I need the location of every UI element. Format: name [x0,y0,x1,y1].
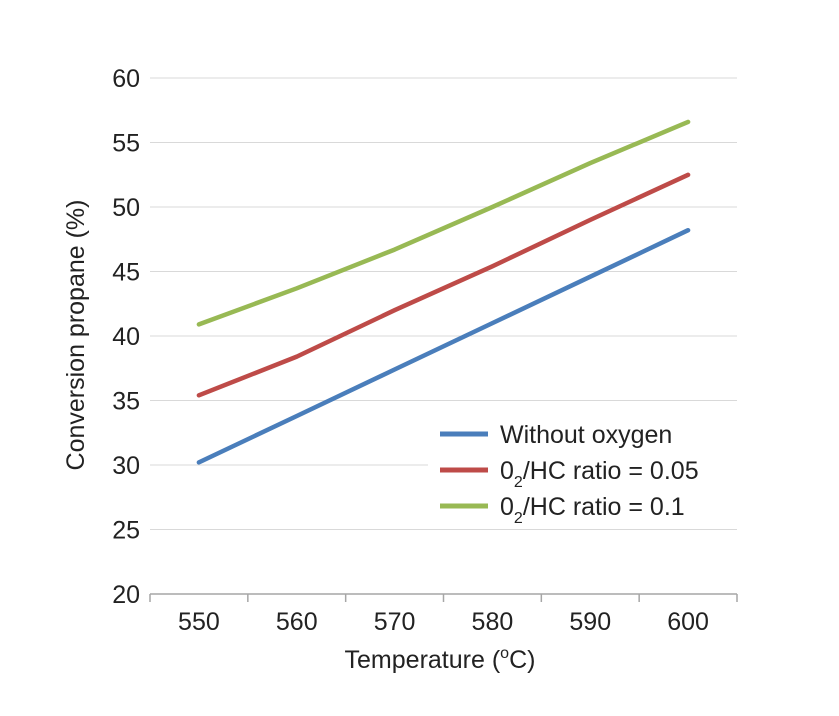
y-tick-label-45: 45 [112,259,140,287]
x-tick-labels: 550 560 570 580 590 600 [178,608,709,636]
series-lines [196,119,691,465]
y-tick-label-20: 20 [112,581,140,609]
y-tick-label-50: 50 [112,194,140,222]
series-line-ratio-005 [196,172,691,398]
y-axis-title: Conversion propane (%) [62,200,90,471]
x-axis-title-sup: o [500,645,509,662]
y-tick-label-40: 40 [112,323,140,351]
legend-label-ratio-005: 02/HC ratio = 0.05 [500,457,699,491]
x-axis-title: Temperature (oC) [345,645,536,674]
x-tick-label-550: 550 [178,608,220,636]
y-tick-label-55: 55 [112,130,140,158]
y-tick-label-30: 30 [112,452,140,480]
y-tick-label-60: 60 [112,65,140,93]
legend-label-ratio-01: 02/HC ratio = 0.1 [500,493,685,527]
x-axis-title-main: Temperature ( [345,646,501,674]
series-line-without-oxygen [196,227,691,465]
x-tick-label-570: 570 [374,608,416,636]
axes [149,593,738,602]
y-tick-label-35: 35 [112,388,140,416]
x-axis-title-tail: C) [509,646,535,674]
x-tick-label-590: 590 [569,608,611,636]
series-line-ratio-01 [196,119,691,327]
y-tick-label-25: 25 [112,517,140,545]
legend-label-without-oxygen: Without oxygen [500,421,672,449]
x-tick-label-580: 580 [472,608,514,636]
x-tick-label-600: 600 [667,608,709,636]
x-tick-label-560: 560 [276,608,318,636]
gridlines [150,77,737,530]
y-tick-labels: 20 25 30 35 40 45 50 55 60 [112,65,140,609]
legend: Without oxygen 02/HC ratio = 0.05 02/HC … [428,413,738,527]
